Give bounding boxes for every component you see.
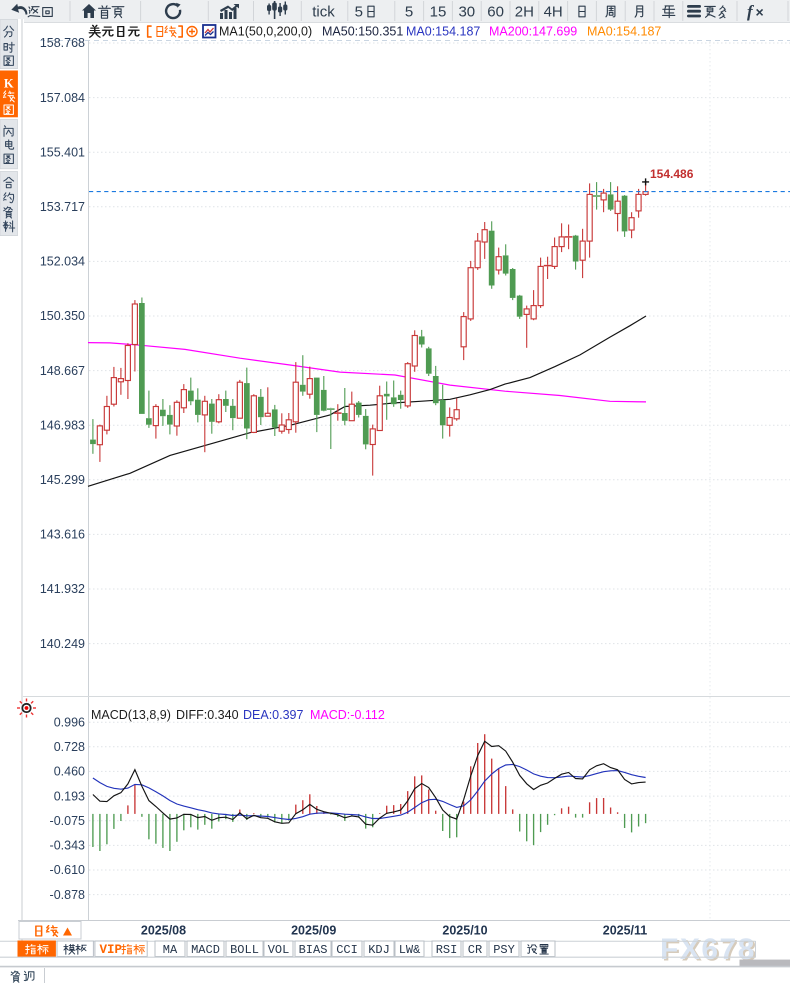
svg-text:140.249: 140.249	[40, 637, 85, 651]
svg-text:-0.610: -0.610	[50, 863, 85, 877]
svg-text:2H: 2H	[515, 4, 534, 21]
svg-text:157.084: 157.084	[40, 91, 85, 105]
svg-text:155.401: 155.401	[40, 145, 85, 159]
svg-text:PSY: PSY	[493, 943, 515, 957]
svg-text:5: 5	[355, 4, 363, 21]
svg-text:LW&: LW&	[399, 943, 421, 957]
svg-text:143.616: 143.616	[40, 528, 85, 542]
svg-text:-0.075: -0.075	[50, 814, 85, 828]
svg-text:5: 5	[405, 4, 413, 21]
svg-text:158.768: 158.768	[40, 36, 85, 50]
svg-text:2025/09: 2025/09	[291, 924, 336, 938]
svg-text:MA: MA	[163, 943, 178, 957]
svg-text:CR: CR	[468, 943, 482, 957]
svg-text:0.460: 0.460	[54, 765, 85, 779]
svg-text:2025/10: 2025/10	[442, 924, 487, 938]
svg-text:f: f	[747, 2, 755, 21]
svg-text:MA200:147.699: MA200:147.699	[489, 25, 577, 39]
svg-text:tick: tick	[312, 4, 335, 21]
svg-text:MACD(13,8,9): MACD(13,8,9)	[91, 708, 171, 722]
svg-text:MA50:150.351: MA50:150.351	[322, 25, 403, 39]
svg-text:VIP: VIP	[100, 943, 123, 957]
svg-text:RSI: RSI	[436, 943, 458, 957]
svg-text:150.350: 150.350	[40, 309, 85, 323]
svg-text:0.193: 0.193	[54, 789, 85, 803]
svg-text:DEA:0.397: DEA:0.397	[243, 708, 304, 722]
svg-text:BIAS: BIAS	[299, 943, 328, 957]
svg-text:×: ×	[756, 4, 764, 20]
svg-text:FX678: FX678	[660, 933, 756, 966]
svg-text:BOLL: BOLL	[230, 943, 259, 957]
svg-text:154.486: 154.486	[650, 167, 694, 181]
svg-text:MACD: MACD	[191, 943, 220, 957]
svg-text:0.996: 0.996	[54, 715, 85, 729]
svg-text:-0.343: -0.343	[50, 839, 85, 853]
svg-text:DIFF:0.340: DIFF:0.340	[176, 708, 239, 722]
svg-text:145.299: 145.299	[40, 473, 85, 487]
svg-text:MA1(50,0,200,0): MA1(50,0,200,0)	[219, 25, 312, 39]
svg-text:CCI: CCI	[336, 943, 358, 957]
svg-text:153.717: 153.717	[40, 200, 85, 214]
svg-text:KDJ: KDJ	[368, 943, 390, 957]
svg-text:MA0:154.187: MA0:154.187	[587, 25, 661, 39]
svg-text:60: 60	[487, 4, 504, 21]
svg-text:30: 30	[458, 4, 475, 21]
svg-text:MA0:154.187: MA0:154.187	[406, 25, 480, 39]
svg-text:146.983: 146.983	[40, 418, 85, 432]
svg-text:15: 15	[430, 4, 447, 21]
svg-text:141.932: 141.932	[40, 582, 85, 596]
svg-text:0.728: 0.728	[54, 740, 85, 754]
svg-text:148.667: 148.667	[40, 364, 85, 378]
svg-text:K: K	[4, 77, 14, 91]
svg-text:4H: 4H	[544, 4, 563, 21]
svg-text:152.034: 152.034	[40, 255, 85, 269]
svg-text:VOL: VOL	[268, 943, 290, 957]
svg-text:MACD:-0.112: MACD:-0.112	[310, 708, 385, 722]
svg-text:-0.878: -0.878	[50, 888, 85, 902]
svg-text:2025/11: 2025/11	[603, 924, 648, 938]
svg-text:2025/08: 2025/08	[141, 924, 186, 938]
